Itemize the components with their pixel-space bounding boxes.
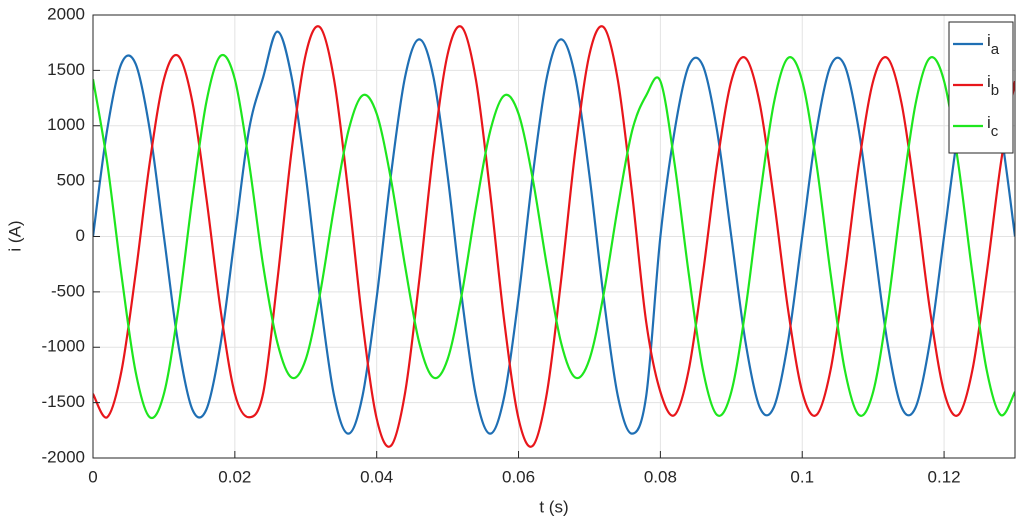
x-tick-label: 0.1: [790, 467, 814, 486]
lines: [93, 25, 1015, 448]
x-tick-label: 0.02: [218, 467, 251, 486]
y-tick-label: -2000: [42, 447, 85, 466]
legend-label: ib: [987, 72, 999, 98]
legend-label: ic: [987, 113, 999, 139]
x-tick-label: 0.06: [502, 467, 535, 486]
x-tick-label: 0.04: [360, 467, 393, 486]
x-axis-label: t (s): [539, 497, 568, 516]
y-axis-label: i (A): [5, 220, 24, 251]
series-line: [93, 53, 1015, 420]
legend-label: ia: [987, 31, 1000, 57]
x-tick-label: 0: [88, 467, 97, 486]
y-tick-label: -1500: [42, 392, 85, 411]
axes: -2000 -1500 -1000 -500 0 500 1000 1500 2000 0 0.02…: [42, 4, 961, 486]
y-tick-label: 0: [76, 226, 85, 245]
series-line: [93, 25, 1015, 448]
y-tick-label: 500: [57, 171, 85, 190]
legend: ia ib ic: [948, 21, 1014, 154]
y-tick-label: 1000: [47, 115, 85, 134]
x-tick-label: 0.08: [644, 467, 677, 486]
y-tick-label: 1500: [47, 60, 85, 79]
y-tick-label: -1000: [42, 337, 85, 356]
y-tick-label: 2000: [47, 4, 85, 23]
x-tick-label: 0.12: [928, 467, 961, 486]
y-tick-label: -500: [51, 281, 85, 300]
legend-box: [948, 21, 1014, 154]
